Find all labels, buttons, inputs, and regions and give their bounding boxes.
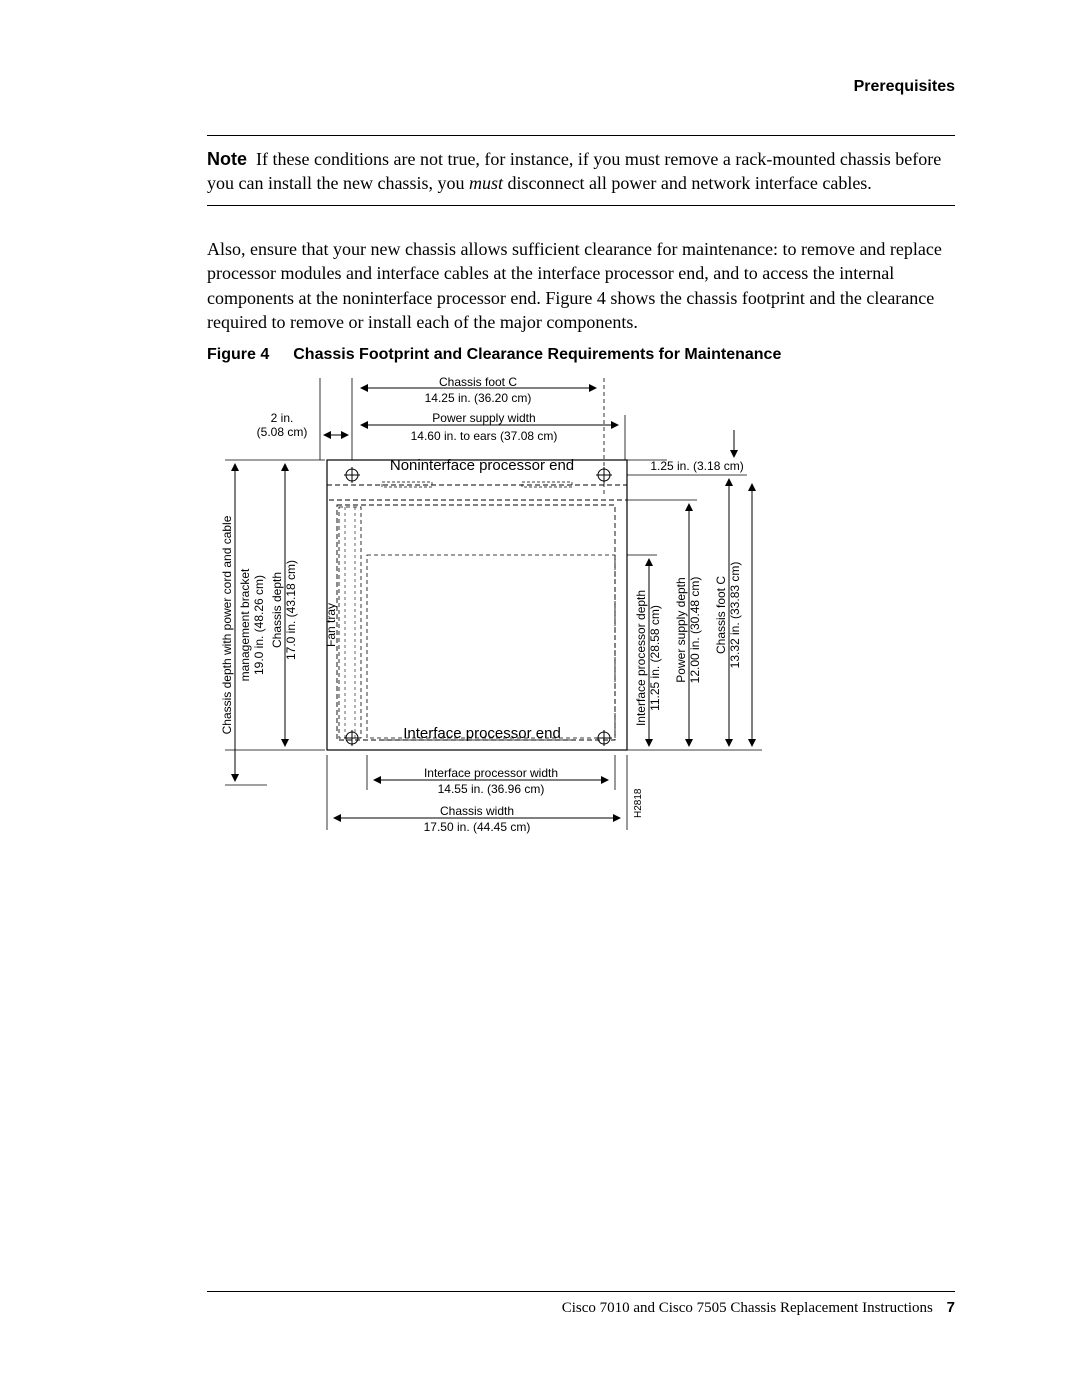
label-ipw: Interface processor width [424, 766, 558, 780]
label-foot-c-r: Chassis foot C [714, 576, 728, 654]
label-cd: Chassis depth [270, 572, 284, 648]
note-text-post: disconnect all power and network interfa… [503, 173, 872, 193]
rule-above-note [207, 135, 955, 136]
section-header: Prerequisites [854, 78, 955, 96]
label-mb: management bracket [238, 568, 252, 681]
chassis-outline [327, 460, 627, 750]
label-foot-c-top: Chassis foot C [439, 375, 517, 389]
label-two-in: 2 in. [271, 411, 294, 425]
note-paragraph: Note If these conditions are not true, f… [207, 147, 955, 196]
label-cdc: Chassis depth with power cord and cable [220, 515, 234, 734]
label-ipd: Interface processor depth [634, 590, 648, 726]
label-ipw-dim: 14.55 in. (36.96 cm) [438, 782, 545, 796]
body-paragraph: Also, ensure that your new chassis allow… [207, 237, 955, 334]
figure-caption: Figure 4 Chassis Footprint and Clearance … [207, 346, 955, 364]
label-fan-tray: Fan tray [324, 603, 338, 647]
chassis-footprint-diagram: Chassis foot C 14.25 in. (36.20 cm) 2 in… [207, 370, 767, 850]
label-psd-dim: 12.00 in. (30.48 cm) [688, 577, 702, 684]
label-fig-id: H2818 [633, 788, 644, 818]
label-cd-dim: 17.0 in. (43.18 cm) [284, 560, 298, 660]
label-cw-dim: 17.50 in. (44.45 cm) [424, 820, 531, 834]
label-ipd-dim: 11.25 in. (28.58 cm) [648, 605, 662, 711]
note-label: Note [207, 149, 247, 169]
label-foot-c-top-dim: 14.25 in. (36.20 cm) [425, 391, 532, 405]
footer-doc-title: Cisco 7010 and Cisco 7505 Chassis Replac… [562, 1300, 933, 1316]
label-nonif-end: Noninterface processor end [390, 457, 574, 474]
label-psw: Power supply width [432, 411, 535, 425]
footer-rule [207, 1291, 955, 1292]
note-text-em: must [469, 173, 503, 193]
label-cw: Chassis width [440, 804, 514, 818]
label-125: 1.25 in. (3.18 cm) [650, 459, 743, 473]
label-mb-dim: 19.0 in. (48.26 cm) [252, 575, 266, 675]
footer: Cisco 7010 and Cisco 7505 Chassis Replac… [562, 1299, 955, 1317]
label-psd: Power supply depth [674, 577, 688, 682]
label-if-end: Interface processor end [403, 725, 561, 742]
figure-number: Figure 4 [207, 346, 269, 364]
page: Prerequisites Note If these conditions a… [0, 0, 1080, 1397]
label-two-in-dim: (5.08 cm) [257, 425, 308, 439]
label-foot-c-r-dim: 13.32 in. (33.83 cm) [728, 562, 742, 669]
figure-title: Chassis Footprint and Clearance Requirem… [293, 346, 781, 363]
label-psw-dim: 14.60 in. to ears (37.08 cm) [411, 429, 558, 443]
footer-page-number: 7 [947, 1299, 955, 1316]
rule-below-note [207, 205, 955, 206]
